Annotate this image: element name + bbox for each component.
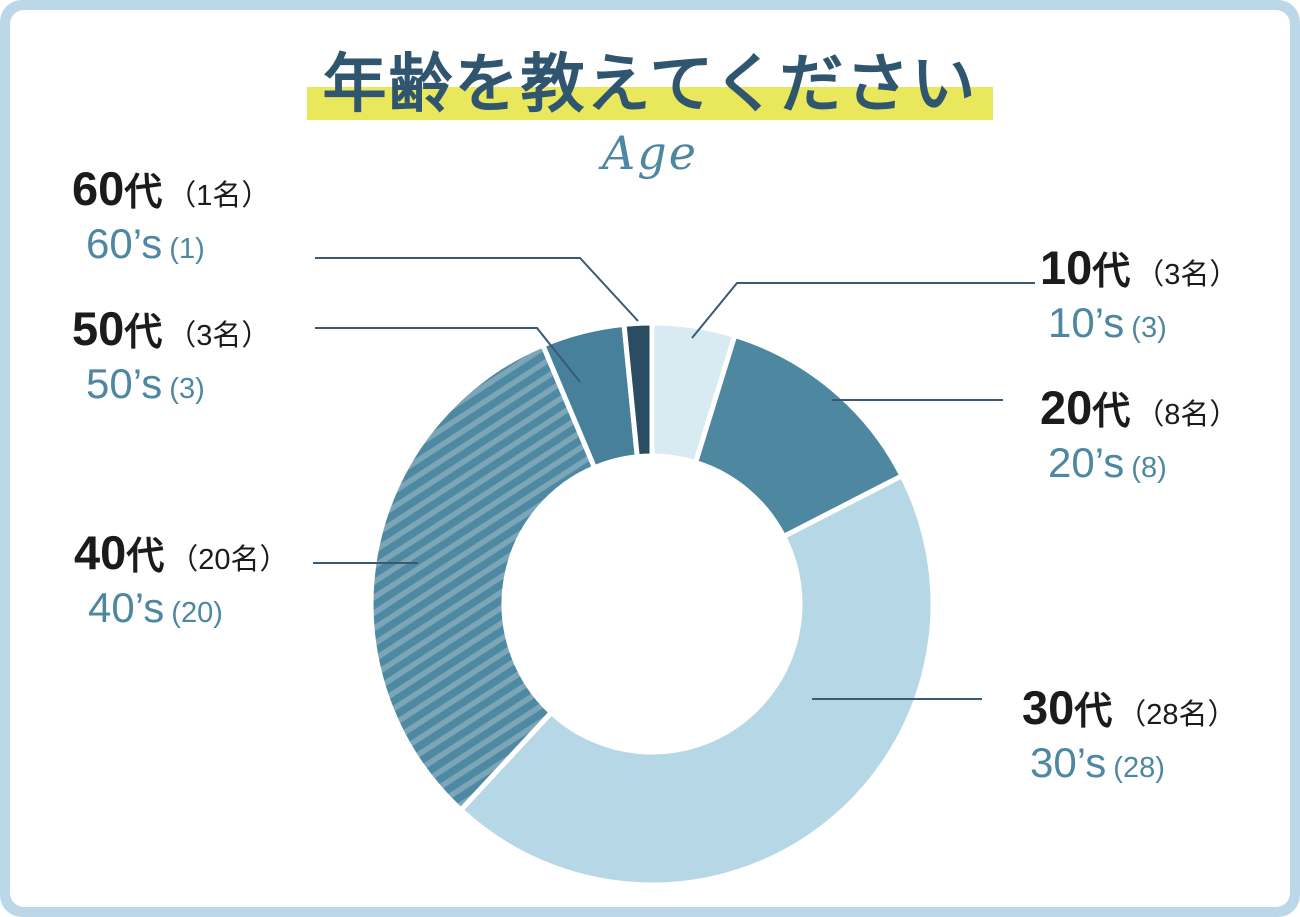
label-50s-en-main: 50’s bbox=[86, 360, 163, 407]
label-20s-en-main: 20’s bbox=[1048, 439, 1125, 486]
leader-line-50s bbox=[315, 327, 581, 383]
donut-segment-30s bbox=[458, 473, 936, 888]
label-10s-num: 10 bbox=[1040, 241, 1093, 294]
label-50s-num: 50 bbox=[72, 302, 125, 355]
label-40s: 40代 （20名） 40’s (20) bbox=[74, 529, 289, 629]
page-title: 年齢を教えてください bbox=[322, 48, 978, 120]
leader-line-60s bbox=[315, 257, 639, 322]
label-30s-num: 30 bbox=[1022, 681, 1075, 734]
label-60s-count-en: (1) bbox=[169, 233, 205, 265]
label-20s-count-en: (8) bbox=[1131, 452, 1167, 484]
label-60s: 60代 （1名） 60’s (1) bbox=[72, 165, 270, 265]
label-60s-en: 60’s (1) bbox=[86, 223, 270, 265]
label-30s-count-en: (28) bbox=[1113, 752, 1165, 784]
label-40s-en-main: 40’s bbox=[88, 584, 165, 631]
label-60s-num: 60 bbox=[72, 162, 125, 215]
donut-segments bbox=[368, 320, 936, 888]
label-20s: 20代 （8名） 20’s (8) bbox=[1040, 384, 1238, 484]
label-60s-suffix: 代 bbox=[124, 172, 163, 214]
title-wrap: 年齢を教えてください bbox=[306, 48, 994, 122]
label-20s-num: 20 bbox=[1040, 381, 1093, 434]
label-40s-num: 40 bbox=[74, 526, 127, 579]
title-highlight bbox=[306, 86, 994, 120]
label-10s-suffix: 代 bbox=[1092, 251, 1131, 293]
label-20s-suffix: 代 bbox=[1092, 391, 1131, 433]
label-30s-en-main: 30’s bbox=[1030, 739, 1107, 786]
label-20s-jp: 20代 （8名） bbox=[1040, 384, 1238, 431]
label-40s-count-en: (20) bbox=[171, 597, 223, 629]
label-40s-count-jp: （20名） bbox=[169, 544, 289, 576]
label-30s-suffix: 代 bbox=[1074, 691, 1113, 733]
label-60s-count-jp: （1名） bbox=[167, 180, 271, 212]
label-20s-en: 20’s (8) bbox=[1048, 442, 1238, 484]
label-10s-count-jp: （3名） bbox=[1135, 259, 1239, 291]
label-10s-jp: 10代 （3名） bbox=[1040, 244, 1238, 291]
label-50s-count-en: (3) bbox=[169, 373, 205, 405]
label-60s-jp: 60代 （1名） bbox=[72, 165, 270, 212]
leader-line-10s bbox=[691, 282, 1035, 339]
donut-segment-60s bbox=[621, 320, 655, 460]
label-10s: 10代 （3名） 10’s (3) bbox=[1040, 244, 1238, 344]
label-10s-en: 10’s (3) bbox=[1048, 302, 1238, 344]
donut-segment-40s bbox=[368, 342, 598, 813]
label-40s-en: 40’s (20) bbox=[88, 587, 289, 629]
label-30s-en: 30’s (28) bbox=[1030, 742, 1237, 784]
label-50s-en: 50’s (3) bbox=[86, 363, 270, 405]
label-30s: 30代 （28名） 30’s (28) bbox=[1022, 684, 1237, 784]
label-50s: 50代 （3名） 50’s (3) bbox=[72, 305, 270, 405]
label-10s-count-en: (3) bbox=[1131, 312, 1167, 344]
label-20s-count-jp: （8名） bbox=[1135, 399, 1239, 431]
label-50s-count-jp: （3名） bbox=[167, 320, 271, 352]
label-50s-jp: 50代 （3名） bbox=[72, 305, 270, 352]
label-40s-jp: 40代 （20名） bbox=[74, 529, 289, 576]
label-30s-count-jp: （28名） bbox=[1117, 699, 1237, 731]
label-50s-suffix: 代 bbox=[124, 312, 163, 354]
label-10s-en-main: 10’s bbox=[1048, 299, 1125, 346]
label-30s-jp: 30代 （28名） bbox=[1022, 684, 1237, 731]
label-40s-suffix: 代 bbox=[126, 536, 165, 578]
donut-segment-20s bbox=[693, 332, 905, 539]
page-subtitle: Age bbox=[602, 125, 698, 180]
label-60s-en-main: 60’s bbox=[86, 220, 163, 267]
title-area: 年齢を教えてください Age bbox=[0, 48, 1300, 180]
